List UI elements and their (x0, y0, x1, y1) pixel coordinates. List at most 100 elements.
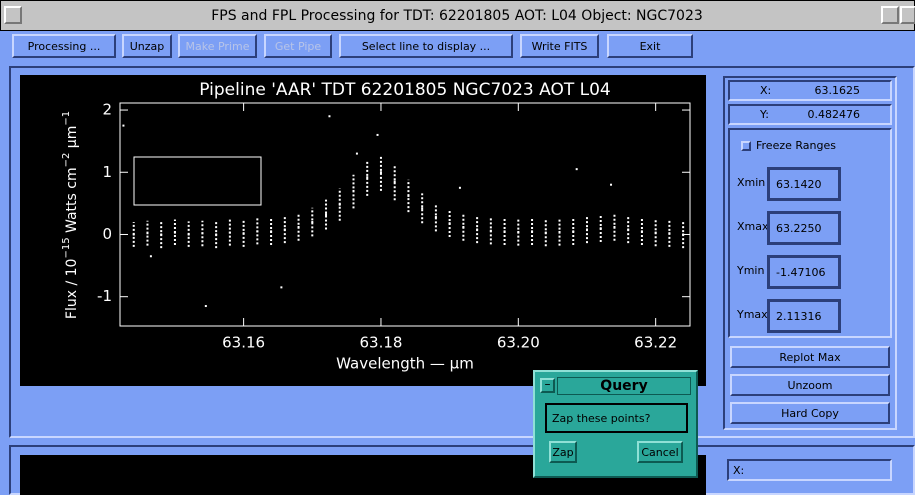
x-readout-label: X: (760, 84, 772, 97)
minimize[interactable] (881, 6, 899, 24)
outlier-point (280, 286, 283, 289)
title-bar: FPS and FPL Processing for TDT: 62201805… (0, 0, 915, 31)
range-label: Ymax (737, 308, 768, 321)
range-input[interactable]: 63.2250 (767, 211, 841, 245)
point (489, 229, 492, 232)
y-label-sup: −2 (61, 153, 72, 168)
point (476, 228, 479, 231)
point (201, 232, 204, 235)
x-readout-value: 63.1625 (814, 84, 861, 97)
outlier-point (458, 186, 461, 189)
outlier-point (376, 133, 379, 136)
point (407, 194, 410, 197)
range-input[interactable]: 2.11316 (767, 299, 841, 333)
point (325, 213, 328, 216)
y-tick-label: -1 (97, 287, 112, 305)
point (640, 230, 643, 233)
point (146, 232, 149, 235)
unzoom-button[interactable]: Unzoom (730, 374, 890, 396)
make-prime-button: Make Prime (178, 34, 257, 58)
processing-button[interactable]: Processing ... (12, 34, 116, 58)
plot-frame (119, 102, 691, 327)
point (558, 230, 561, 233)
window-title: FPS and FPL Processing for TDT: 62201805… (211, 7, 703, 24)
lower-x-readout: X: (727, 459, 892, 481)
plot-title: Pipeline 'AAR' TDT 62201805 NGC7023 AOT … (199, 80, 610, 100)
point (613, 226, 616, 229)
range-input[interactable]: -1.47106 (767, 255, 841, 289)
y-readout-label: Y: (760, 108, 769, 121)
point (654, 231, 657, 234)
selection-box (133, 156, 262, 206)
y-tick-label: 1 (102, 163, 112, 181)
point (270, 230, 273, 233)
point (379, 171, 382, 174)
y-axis-label: Flux / 10−15 Watts cm−2 μm−1 (61, 111, 80, 319)
range-label: Xmin (737, 176, 766, 189)
point (173, 231, 176, 234)
maximize[interactable] (900, 6, 915, 24)
dialog-menu[interactable]: – (540, 378, 555, 393)
x-tick-label: 63.16 (222, 334, 265, 352)
point (366, 176, 369, 179)
point (297, 226, 300, 229)
y-tick-label: 2 (102, 101, 112, 119)
point (682, 233, 685, 236)
point (572, 230, 575, 233)
point (393, 180, 396, 183)
cancel-button[interactable]: Cancel (637, 441, 683, 463)
x-tick-label: 63.20 (497, 334, 540, 352)
point (242, 232, 245, 235)
exit-button[interactable]: Exit (607, 34, 693, 58)
point (283, 228, 286, 231)
write-fits-button[interactable]: Write FITS (520, 34, 599, 58)
x-axis-label: Wavelength — μm (336, 355, 474, 373)
select-line-button[interactable]: Select line to display ... (339, 34, 513, 58)
freeze-label: Freeze Ranges (756, 139, 836, 152)
x-tick-label: 63.22 (634, 334, 677, 352)
range-label: Ymin (737, 264, 765, 277)
point (544, 231, 547, 234)
point (531, 230, 534, 233)
outlier-point (122, 124, 125, 127)
point (517, 230, 520, 233)
y-readout: Y: 0.482476 (728, 104, 892, 125)
point (448, 222, 451, 225)
replot-max-button[interactable]: Replot Max (730, 346, 890, 368)
point (256, 230, 259, 233)
dialog-title: Query (557, 377, 691, 395)
lower-x-label: X: (733, 463, 745, 477)
y-label-part: Flux / 10 (64, 259, 80, 320)
point (160, 233, 163, 236)
point (668, 232, 671, 235)
point (187, 233, 190, 236)
y-label-part: μm (64, 126, 80, 153)
point (132, 233, 135, 236)
outlier-point (575, 168, 578, 171)
main-panel (9, 66, 915, 438)
point (434, 216, 437, 219)
dialog-prompt[interactable]: Zap these points? (545, 403, 688, 433)
ranges-box (728, 128, 892, 338)
window-menu[interactable] (4, 6, 22, 24)
point (503, 230, 506, 233)
side-panel (723, 76, 897, 430)
range-label: Xmax (737, 220, 769, 233)
point (627, 228, 630, 231)
unzap-button[interactable]: Unzap (122, 34, 172, 58)
y-label-sup: −1 (61, 111, 72, 126)
freeze-checkbox[interactable] (741, 141, 751, 151)
outlier-point (149, 255, 152, 258)
point (338, 203, 341, 206)
range-input[interactable]: 63.1420 (767, 167, 841, 201)
get-pipe-button: Get Pipe (264, 34, 332, 58)
hard-copy-button[interactable]: Hard Copy (730, 402, 890, 424)
outlier-point (355, 152, 358, 155)
point (599, 227, 602, 230)
y-tick-label: 0 (102, 225, 112, 243)
zap-button[interactable]: Zap (549, 441, 577, 463)
point (421, 207, 424, 210)
query-dialog: – Query Zap these points? Zap Cancel (533, 370, 698, 478)
point (215, 233, 218, 236)
